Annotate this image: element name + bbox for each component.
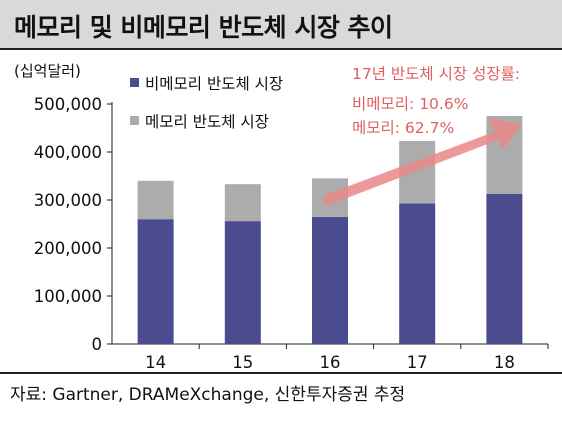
- legend-swatch-memory: [130, 116, 139, 125]
- bar-memory: [224, 184, 261, 222]
- source-text: 자료: Gartner, DRAMeXchange, 신한투자증권 추정: [10, 385, 406, 405]
- legend-swatch-non-memory: [130, 78, 139, 87]
- annotation-non-memory-growth: 비메모리: 10.6%: [352, 95, 469, 113]
- legend-label-non-memory: 비메모리 반도체 시장: [145, 75, 284, 93]
- bar-non-memory: [312, 216, 348, 344]
- chart-title: 메모리 및 비메모리 반도체 시장 추이: [14, 13, 393, 42]
- y-tick-label: 500,000: [34, 95, 102, 114]
- x-tick-label: 14: [145, 353, 166, 372]
- x-tick-label: 17: [407, 353, 428, 372]
- x-tick-label: 18: [494, 353, 515, 372]
- legend-label-memory: 메모리 반도체 시장: [145, 113, 269, 131]
- x-tick-label: 15: [232, 353, 253, 372]
- annotation-heading: 17년 반도체 시장 성장률:: [352, 65, 521, 83]
- y-tick-label: 200,000: [34, 239, 102, 258]
- growth-arrow: [322, 118, 522, 206]
- unit-label: (십억달러): [14, 62, 81, 80]
- source-note: 자료: Gartner, DRAMeXchange, 신한투자증권 추정: [0, 372, 562, 405]
- bar-non-memory: [486, 193, 523, 344]
- title-bar: 메모리 및 비메모리 반도체 시장 추이: [0, 0, 562, 50]
- bar-non-memory: [399, 203, 436, 344]
- x-tick-label: 16: [320, 353, 341, 372]
- annotation-memory-growth: 메모리: 62.7%: [352, 119, 455, 137]
- bar-non-memory: [224, 221, 261, 344]
- bar-memory: [137, 180, 174, 220]
- y-tick-label: 0: [92, 335, 103, 354]
- bar-non-memory: [137, 219, 174, 344]
- y-tick-label: 400,000: [34, 143, 102, 162]
- y-tick-label: 300,000: [34, 191, 102, 210]
- y-tick-label: 100,000: [34, 287, 102, 306]
